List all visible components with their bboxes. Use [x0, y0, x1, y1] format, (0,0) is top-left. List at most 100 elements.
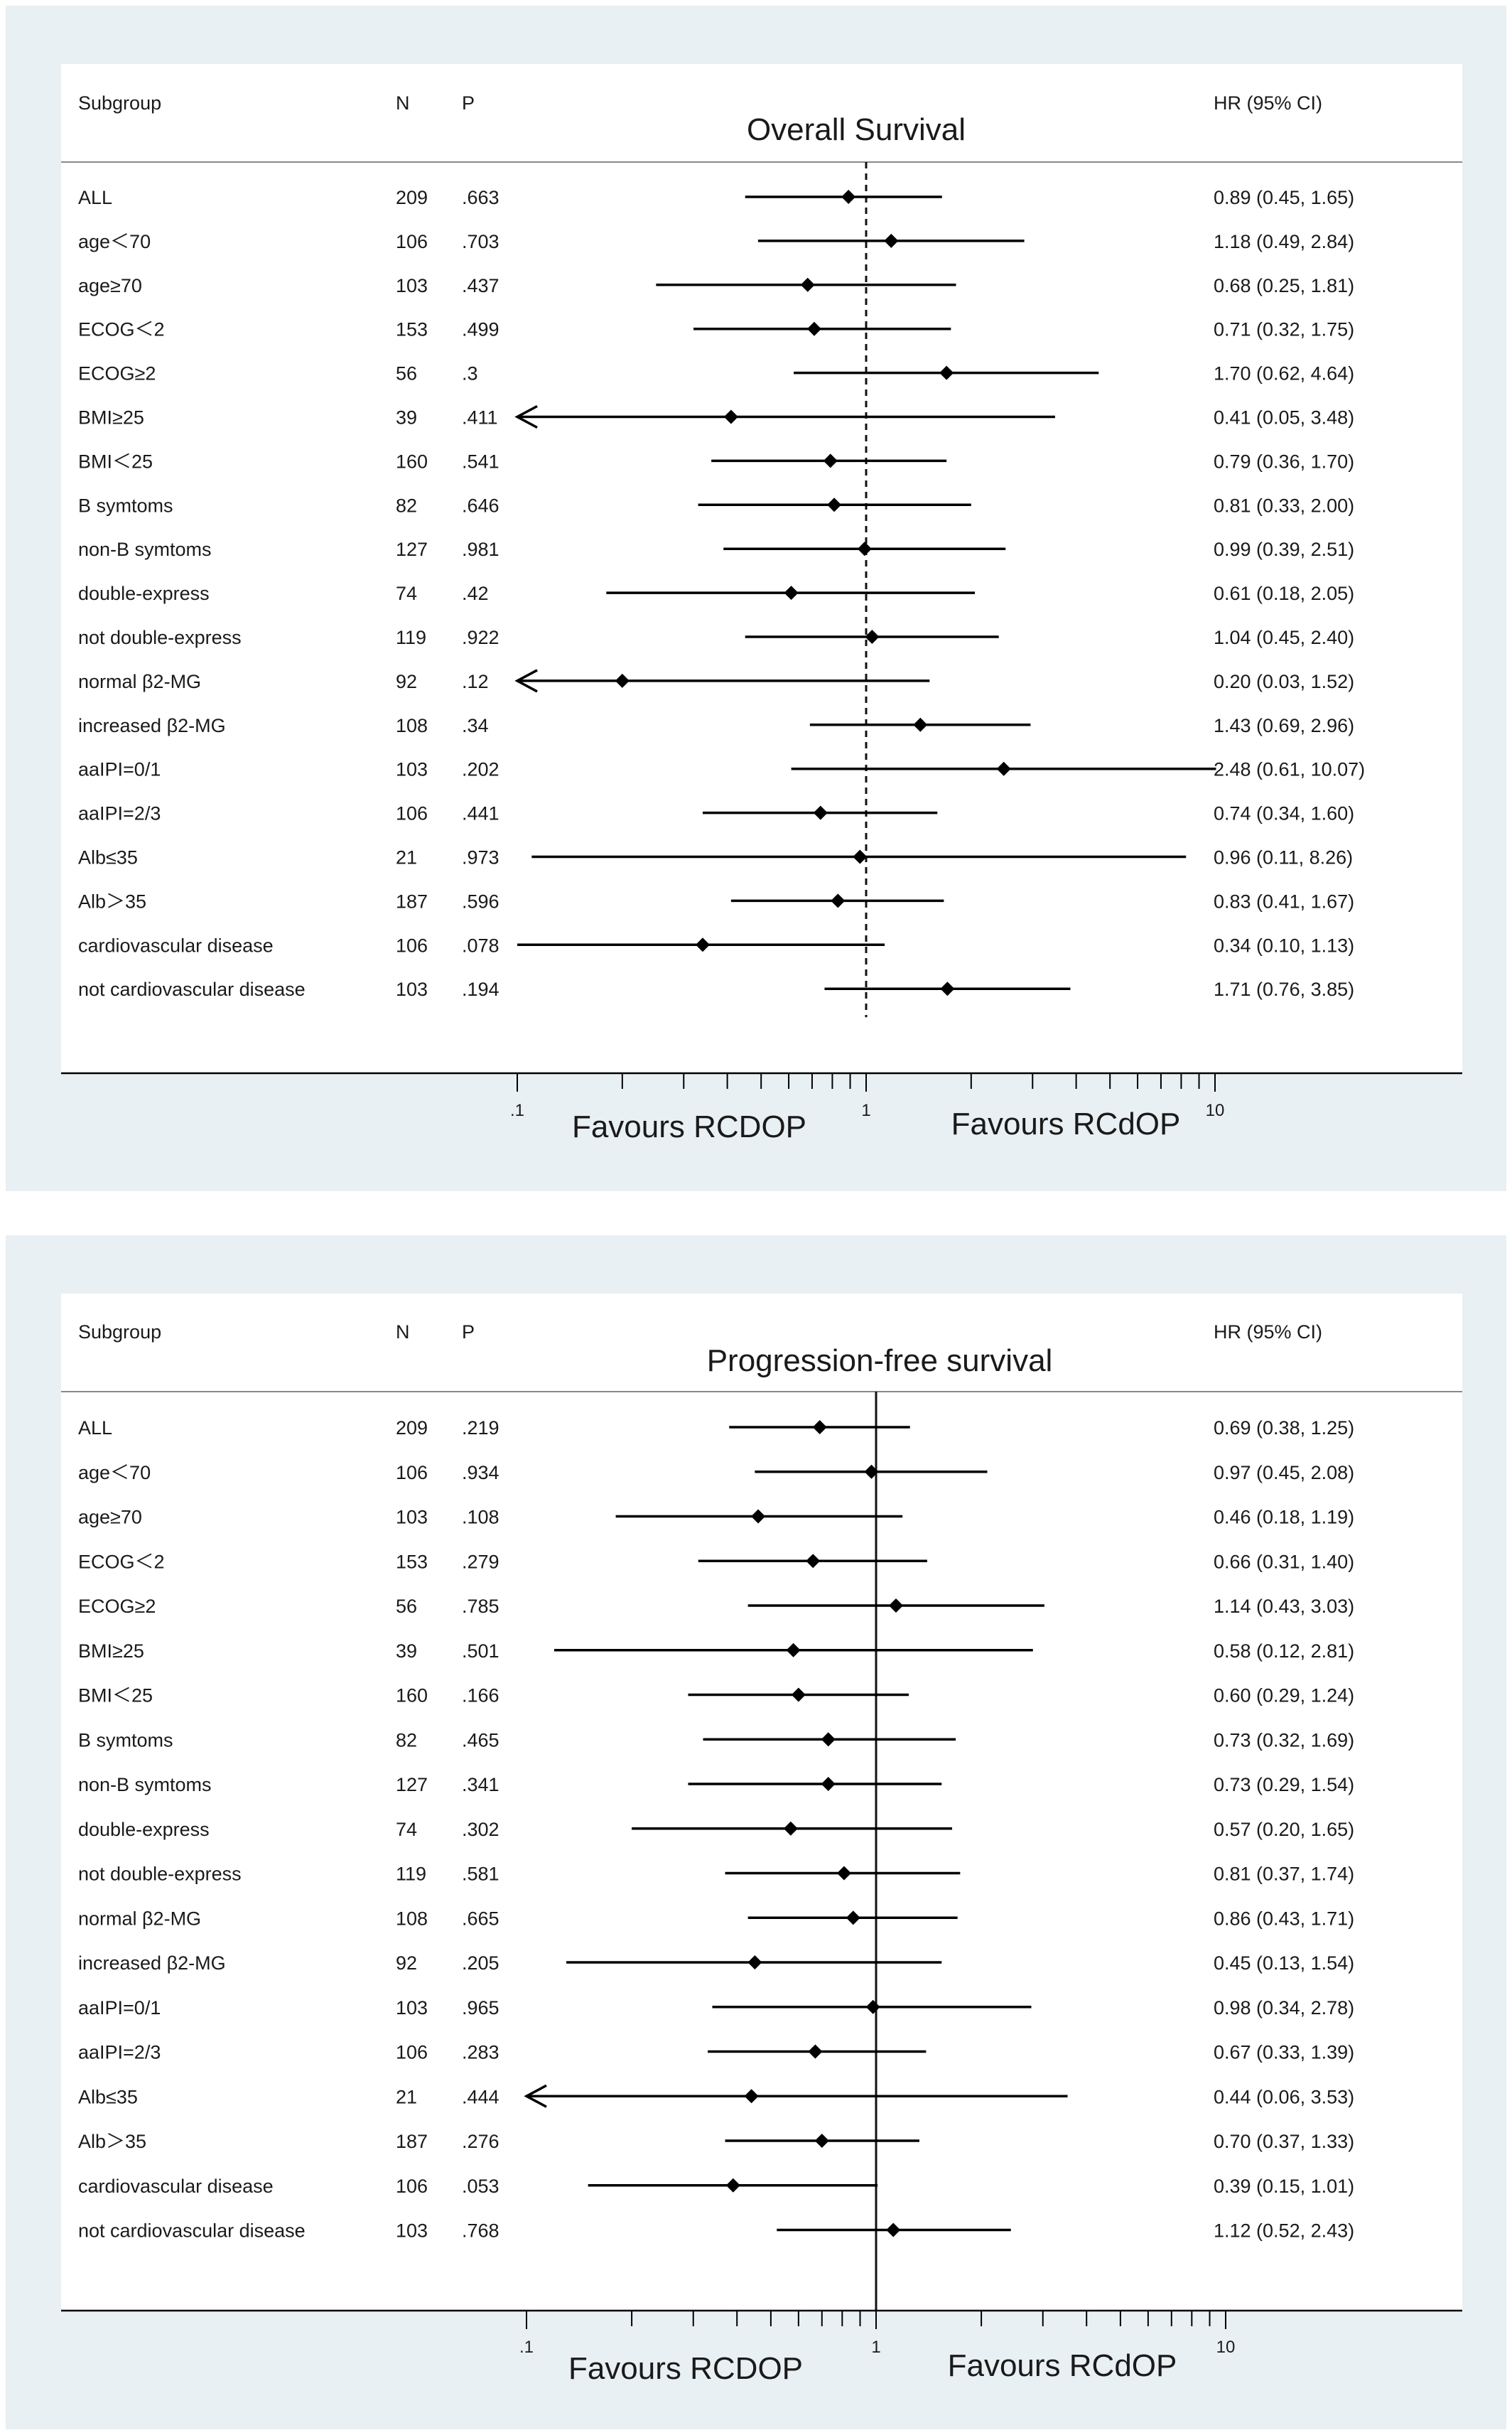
- p-value: .973: [462, 847, 500, 869]
- hr-ci-value: 0.96 (0.11, 8.26): [1214, 847, 1353, 869]
- hr-point: [865, 630, 880, 644]
- subgroup-label: ECOG＜2: [78, 319, 165, 340]
- n-value: 127: [396, 1774, 428, 1795]
- n-value: 108: [396, 1908, 428, 1929]
- hr-point: [751, 1509, 766, 1524]
- p-value: .981: [462, 539, 500, 560]
- subgroup-label: cardiovascular disease: [78, 935, 274, 956]
- favours-left-label: Favours RCDOP: [572, 1109, 806, 1144]
- chart-title: Progression-free survival: [707, 1343, 1053, 1378]
- subgroup-label: increased β2-MG: [78, 715, 226, 736]
- p-value: .12: [462, 671, 489, 692]
- hr-point: [821, 1732, 836, 1747]
- hr-point: [791, 1687, 806, 1702]
- p-value: .665: [462, 1908, 500, 1929]
- subgroup-label: ECOG＜2: [78, 1551, 165, 1572]
- hr-ci-value: 2.48 (0.61, 10.07): [1214, 759, 1365, 780]
- p-value: .922: [462, 627, 500, 648]
- chart-title: Overall Survival: [747, 112, 966, 147]
- n-value: 103: [396, 275, 428, 296]
- hr-point: [747, 1955, 762, 1969]
- hr-ci-value: 0.81 (0.33, 2.00): [1214, 495, 1354, 516]
- ci-arrow-left: [514, 404, 538, 429]
- x-tick-label: 1: [871, 2338, 880, 2357]
- subgroup-label: BMI≥25: [78, 1640, 144, 1662]
- hr-point: [725, 2178, 740, 2193]
- hr-point: [886, 2222, 901, 2237]
- subgroup-label: age＜70: [78, 231, 151, 252]
- p-value: .965: [462, 1997, 500, 2019]
- p-value: .3: [462, 363, 478, 385]
- hr-point: [913, 717, 928, 732]
- n-value: 106: [396, 2176, 428, 2197]
- n-value: 82: [396, 495, 417, 516]
- subgroup-label: not double-express: [78, 1864, 242, 1885]
- subgroup-label: not cardiovascular disease: [78, 979, 306, 1000]
- hr-ci-value: 0.66 (0.31, 1.40): [1214, 1551, 1354, 1572]
- hr-ci-value: 0.46 (0.18, 1.19): [1214, 1507, 1354, 1528]
- p-value: .194: [462, 979, 500, 1000]
- hr-point: [823, 453, 838, 468]
- subgroup-label: double-express: [78, 1819, 210, 1840]
- favours-left-label: Favours RCDOP: [568, 2351, 803, 2386]
- subgroup-label: ALL: [78, 187, 112, 208]
- hr-ci-value: 0.73 (0.32, 1.69): [1214, 1729, 1354, 1751]
- plot-area-overall-survival: [61, 64, 1462, 1073]
- subgroup-label: aaIPI=2/3: [78, 803, 161, 824]
- subgroup-label: aaIPI=0/1: [78, 759, 161, 780]
- hr-ci-value: 1.12 (0.52, 2.43): [1214, 2220, 1354, 2242]
- ci-arrow-left: [514, 669, 538, 693]
- p-value: .703: [462, 231, 500, 252]
- hr-ci-value: 0.20 (0.03, 1.52): [1214, 671, 1354, 692]
- hr-point: [831, 893, 846, 908]
- subgroup-label: ALL: [78, 1417, 112, 1439]
- header-p: P: [462, 92, 475, 114]
- p-value: .42: [462, 583, 489, 604]
- hr-point: [857, 542, 872, 557]
- hr-point: [864, 1464, 879, 1479]
- hr-ci-value: 0.39 (0.15, 1.01): [1214, 2176, 1354, 2197]
- n-value: 82: [396, 1729, 417, 1751]
- hr-point: [853, 849, 868, 864]
- hr-point: [940, 982, 955, 996]
- hr-ci-value: 0.57 (0.20, 1.65): [1214, 1819, 1354, 1840]
- subgroup-label: B symtoms: [78, 1729, 173, 1751]
- p-value: .219: [462, 1417, 500, 1439]
- favours-right-label: Favours RCdOP: [951, 1107, 1181, 1141]
- hr-ci-value: 0.34 (0.10, 1.13): [1214, 935, 1354, 956]
- hr-point: [865, 1999, 880, 2014]
- subgroup-label: age＜70: [78, 1462, 151, 1483]
- subgroup-label: aaIPI=2/3: [78, 2042, 161, 2063]
- n-value: 39: [396, 1640, 417, 1662]
- header-n: N: [396, 1321, 410, 1343]
- hr-ci-value: 0.58 (0.12, 2.81): [1214, 1640, 1354, 1662]
- hr-point: [813, 805, 828, 820]
- p-value: .283: [462, 2042, 500, 2063]
- forest-plot-overall-survival: Subgroup N P HR (95% CI) Overall Survival ALL…: [61, 92, 1462, 1144]
- n-value: 119: [396, 1864, 426, 1885]
- p-value: .441: [462, 803, 500, 824]
- p-value: .541: [462, 451, 500, 472]
- n-value: 106: [396, 2042, 428, 2063]
- hr-ci-value: 0.70 (0.37, 1.33): [1214, 2131, 1354, 2152]
- hr-ci-value: 0.74 (0.34, 1.60): [1214, 803, 1354, 824]
- header-subgroup: Subgroup: [78, 92, 161, 114]
- subgroup-label: Alb＞35: [78, 891, 146, 912]
- subgroup-label: BMI≥25: [78, 407, 144, 429]
- header-hr: HR (95% CI): [1214, 92, 1322, 114]
- hr-ci-value: 0.67 (0.33, 1.39): [1214, 2042, 1354, 2063]
- p-value: .663: [462, 187, 500, 208]
- n-value: 106: [396, 935, 428, 956]
- hr-point: [806, 1554, 821, 1569]
- p-value: .202: [462, 759, 500, 780]
- hr-ci-value: 0.68 (0.25, 1.81): [1214, 275, 1354, 296]
- hr-ci-value: 0.89 (0.45, 1.65): [1214, 187, 1354, 208]
- hr-point: [723, 409, 738, 424]
- header-p: P: [462, 1321, 475, 1343]
- n-value: 108: [396, 715, 428, 736]
- subgroup-label: cardiovascular disease: [78, 2176, 274, 2197]
- hr-ci-value: 0.83 (0.41, 1.67): [1214, 891, 1354, 912]
- subgroup-label: Alb＞35: [78, 2131, 146, 2152]
- subgroup-label: age≥70: [78, 275, 142, 296]
- p-value: .768: [462, 2220, 500, 2242]
